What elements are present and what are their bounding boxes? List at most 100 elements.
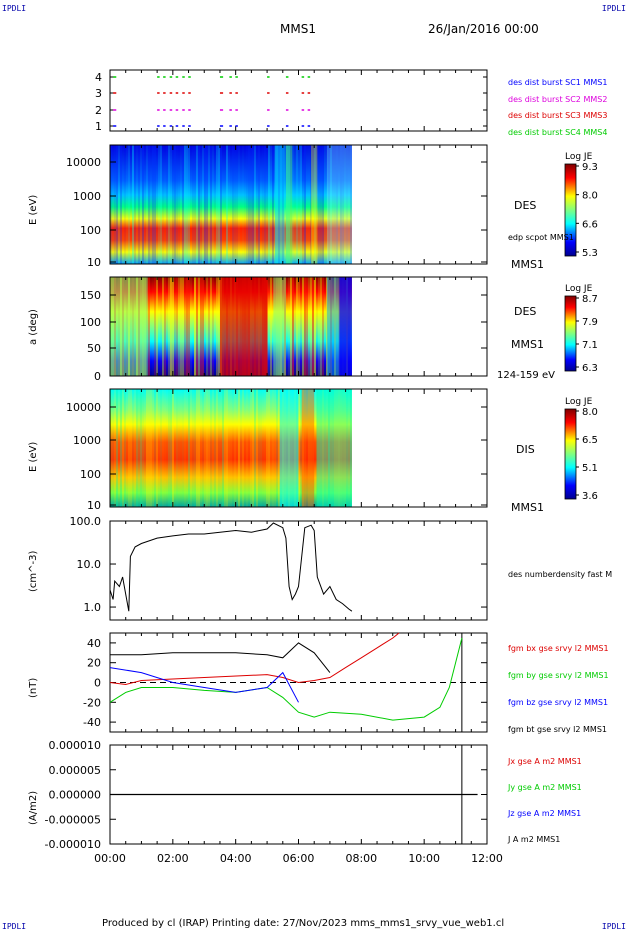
dis-energy-streak [316, 389, 318, 507]
dis-energy-streak [112, 389, 114, 507]
colorbar-tick-label: 8.0 [582, 191, 598, 202]
des-energy-streak [184, 145, 186, 264]
colorbar-tick-label: 6.5 [582, 435, 598, 446]
dis-energy-streak [222, 389, 224, 507]
dis-energy-streak [178, 389, 180, 507]
dis-energy-streak [110, 389, 112, 507]
corner-label-tl: IPDLI [2, 4, 27, 13]
dis-energy-streak [214, 389, 216, 507]
des-energy-streak [176, 145, 178, 264]
des-energy-streak [334, 145, 336, 264]
des-energy-streak [218, 145, 220, 264]
dis-energy-streak [190, 389, 192, 507]
des-pitch-streak [182, 277, 184, 376]
des-energy-streak [254, 145, 256, 264]
des-energy-streak [224, 145, 226, 264]
dis-energy-streak [320, 389, 322, 507]
des-energy-streak [316, 145, 318, 264]
legend-entry: des dist burst SC1 MMS1 [508, 78, 608, 87]
des-pitch-streak [190, 277, 192, 376]
des-energy-streak [248, 145, 250, 264]
des-energy-streak [116, 145, 118, 264]
pitch-ytick-label: 150 [80, 289, 101, 302]
dis-energy-streak [172, 389, 174, 507]
dis-energy-band [301, 389, 315, 507]
dis-label: DIS [516, 443, 535, 456]
dis-energy-band [317, 389, 352, 507]
energy-range-label: 124-159 eV [497, 370, 555, 381]
des-energy-streak [244, 145, 246, 264]
des-energy-streak [246, 145, 248, 264]
burst-ytick-label: 1 [95, 120, 102, 133]
dis-energy-streak [186, 389, 188, 507]
des-energy-streak [298, 145, 300, 264]
dis-energy-streak [346, 389, 348, 507]
des-energy-streak [222, 145, 224, 264]
des-energy-streak [260, 145, 262, 264]
x-tick-label: 02:00 [157, 852, 189, 865]
des-pitch-streak [212, 277, 214, 376]
des-pitch-streak [174, 277, 176, 376]
dis-energy-streak [268, 389, 270, 507]
density-ytick-label: 1.0 [84, 601, 102, 614]
dis-energy-streak [196, 389, 198, 507]
dis-energy-streak [266, 389, 268, 507]
des-energy-streak [172, 145, 174, 264]
dis-energy-streak [234, 389, 236, 507]
des-energy-streak [322, 145, 324, 264]
dis-energy-streak [330, 389, 332, 507]
dis-energy-streak [202, 389, 204, 507]
legend-entry: Jy gse A m2 MMS1 [508, 783, 582, 792]
des-energy-streak [250, 145, 252, 264]
des-pitch-streak [206, 277, 208, 376]
des-pitch-streak [168, 277, 170, 376]
density-ytick-label: 10.0 [77, 558, 102, 571]
dis-energy-streak [232, 389, 234, 507]
des-label-2: DES [514, 305, 537, 318]
dis-energy-streak [328, 389, 330, 507]
dis-energy-streak [142, 389, 144, 507]
dis-energy-streak [168, 389, 170, 507]
dis-energy-streak [258, 389, 260, 507]
dis-energy-streak [170, 389, 172, 507]
dis-energy-streak [138, 389, 140, 507]
legend-entry: Jz gse A m2 MMS1 [508, 809, 582, 818]
dis-energy-streak [250, 389, 252, 507]
dis-energy-streak [240, 389, 242, 507]
dis-energy-streak [116, 389, 118, 507]
des-pitch-streak [306, 277, 308, 376]
des-pitch-streak [172, 277, 174, 376]
des-energy-streak [140, 145, 142, 264]
dis-energy-streak [118, 389, 120, 507]
des-pitch-streak [198, 277, 200, 376]
density-legend: des numberdensity fast M [508, 570, 613, 579]
des-energy-streak [272, 145, 274, 264]
des-pitch-streak [270, 277, 272, 376]
dis-energy-streak [146, 389, 148, 507]
des-energy-streak [164, 145, 166, 264]
dis-energy-streak [148, 389, 150, 507]
colorbar-tick-label: 5.3 [582, 248, 598, 259]
des-energy-streak [252, 145, 254, 264]
dis-energy-streak [208, 389, 210, 507]
legend-entry: J A m2 MMS1 [508, 835, 561, 844]
des-energy-ytick-label: 10000 [66, 156, 101, 169]
des-energy-streak [270, 145, 272, 264]
des-energy-streak [238, 145, 240, 264]
des-energy-streak [204, 145, 206, 264]
des-pitch-streak [318, 277, 320, 376]
colorbar-tick-label: 9.3 [582, 162, 598, 173]
des-pitch-streak [296, 277, 298, 376]
dis-energy-streak [144, 389, 146, 507]
des-energy-streak [150, 145, 152, 264]
des-pitch-streak [218, 277, 220, 376]
bfield-ytick-label: -20 [83, 696, 101, 709]
des-pitch-streak [152, 277, 154, 376]
dis-energy-streak [304, 389, 306, 507]
burst-panel-frame [109, 69, 488, 132]
des-pitch-streak [186, 277, 188, 376]
des-energy-streak [230, 145, 232, 264]
des-energy-streak [160, 145, 162, 264]
corner-label-br: IPDLI [601, 922, 626, 931]
dis-energy-streak [150, 389, 152, 507]
